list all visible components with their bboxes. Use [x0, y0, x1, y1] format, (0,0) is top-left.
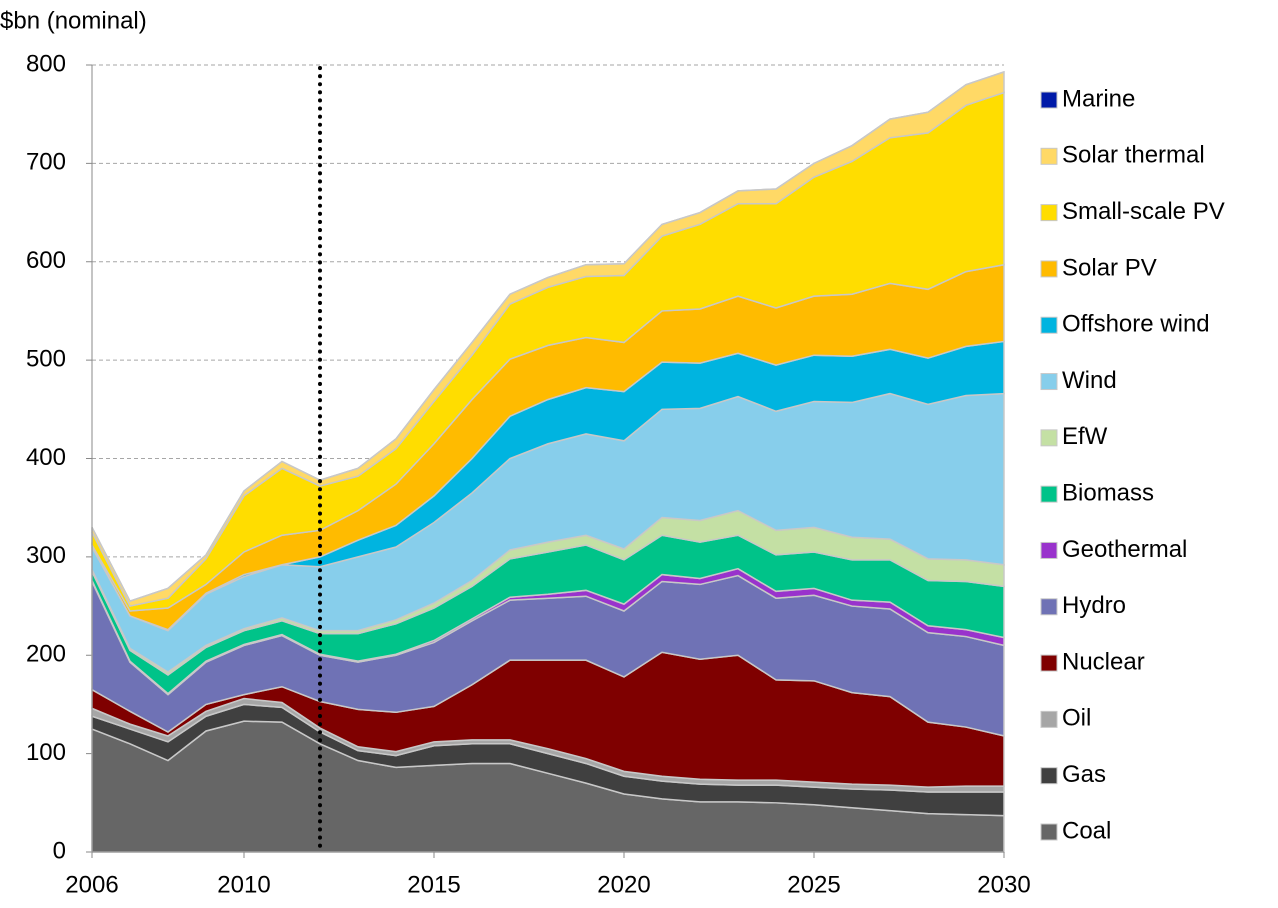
legend-label: Marine — [1062, 85, 1135, 112]
legend-item: Offshore wind — [1040, 311, 1210, 338]
y-tick-label: 200 — [26, 641, 66, 668]
legend-swatch — [1040, 147, 1058, 165]
legend-swatch — [1040, 91, 1058, 109]
y-tick-label: 100 — [26, 739, 66, 766]
x-tick-label: 2025 — [787, 871, 840, 898]
legend-swatch — [1040, 204, 1058, 222]
legend-label: Geothermal — [1062, 536, 1187, 563]
x-tick-label: 2010 — [217, 871, 270, 898]
y-tick-label: 700 — [26, 149, 66, 176]
legend-item: Hydro — [1040, 592, 1126, 619]
x-tick-label: 2006 — [65, 871, 118, 898]
legend-item: Nuclear — [1040, 648, 1145, 675]
legend-label: Coal — [1062, 817, 1111, 844]
y-tick-label: 300 — [26, 542, 66, 569]
legend-item: Coal — [1040, 817, 1111, 844]
legend-item: Oil — [1040, 705, 1091, 732]
legend-swatch — [1040, 710, 1058, 728]
y-tick-label: 0 — [53, 837, 66, 864]
legend-swatch — [1040, 598, 1058, 616]
legend-item: Wind — [1040, 367, 1117, 394]
legend-label: Solar PV — [1062, 254, 1157, 281]
legend-label: Oil — [1062, 705, 1091, 732]
legend-swatch — [1040, 429, 1058, 447]
legend-item: Biomass — [1040, 479, 1154, 506]
legend-swatch — [1040, 316, 1058, 334]
legend-swatch — [1040, 767, 1058, 785]
legend-swatch — [1040, 373, 1058, 391]
legend-swatch — [1040, 485, 1058, 503]
legend-label: Wind — [1062, 367, 1117, 394]
legend-label: Hydro — [1062, 592, 1126, 619]
legend-swatch — [1040, 823, 1058, 841]
y-tick-label: 400 — [26, 444, 66, 471]
legend-swatch — [1040, 654, 1058, 672]
y-axis-label: $bn (nominal) — [0, 7, 147, 34]
legend-label: Biomass — [1062, 479, 1154, 506]
x-tick-label: 2020 — [597, 871, 650, 898]
legend-item: Marine — [1040, 85, 1135, 112]
legend-swatch — [1040, 260, 1058, 278]
x-tick-label: 2030 — [977, 871, 1030, 898]
legend-swatch — [1040, 541, 1058, 559]
legend-label: EfW — [1062, 423, 1108, 450]
y-tick-label: 600 — [26, 247, 66, 274]
legend-label: Offshore wind — [1062, 311, 1210, 338]
legend-item: Geothermal — [1040, 536, 1187, 563]
legend-item: Solar thermal — [1040, 142, 1205, 169]
x-tick-label: 2015 — [407, 871, 460, 898]
y-tick-label: 500 — [26, 345, 66, 372]
legend-label: Small-scale PV — [1062, 198, 1225, 225]
legend-item: Small-scale PV — [1040, 198, 1225, 225]
y-tick-label: 800 — [26, 50, 66, 77]
legend-label: Solar thermal — [1062, 142, 1205, 169]
area — [91, 71, 1005, 603]
legend-item: Solar PV — [1040, 254, 1157, 281]
legend-item: Gas — [1040, 761, 1106, 788]
legend-item: EfW — [1040, 423, 1108, 450]
legend-label: Nuclear — [1062, 648, 1145, 675]
legend-label: Gas — [1062, 761, 1106, 788]
